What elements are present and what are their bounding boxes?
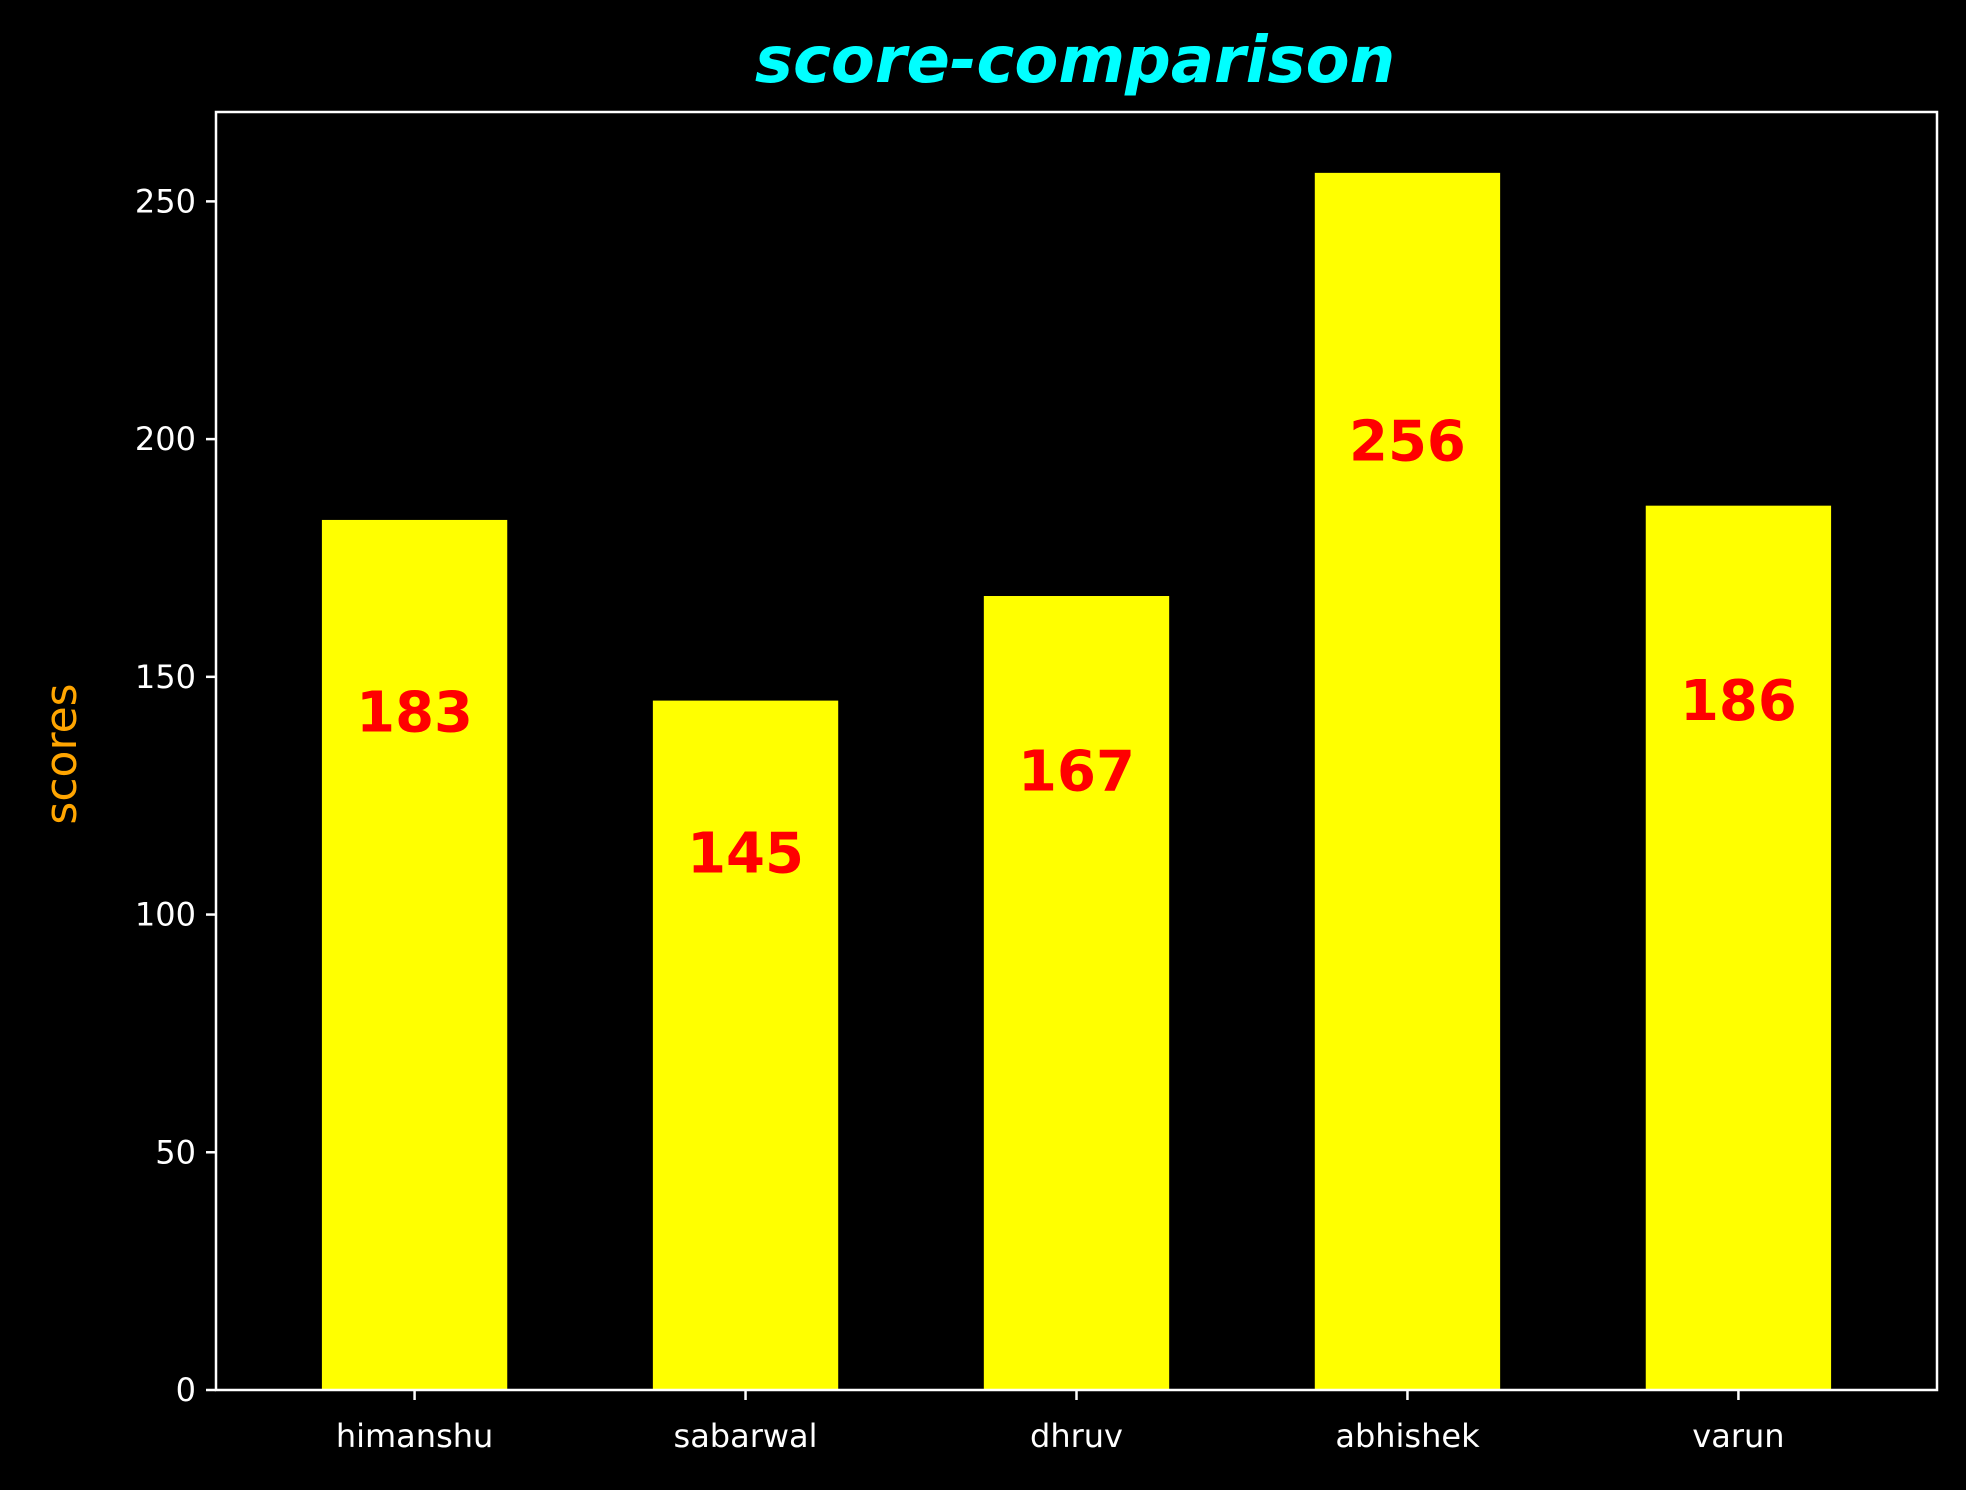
x-tick-label-varun: varun bbox=[1692, 1417, 1784, 1455]
bar-dhruv bbox=[983, 596, 1170, 1390]
y-tick-label: 0 bbox=[176, 1371, 196, 1409]
bar-value-label-sabarwal: 145 bbox=[687, 821, 804, 886]
y-axis: 0 50 100 150 200 250 bbox=[135, 182, 216, 1409]
bar-value-label-himanshu: 183 bbox=[356, 680, 473, 745]
x-tick-label-abhishek: abhishek bbox=[1335, 1417, 1480, 1455]
bar-himanshu bbox=[321, 519, 508, 1390]
x-tick-label-dhruv: dhruv bbox=[1030, 1417, 1123, 1455]
y-axis-title: scores bbox=[36, 683, 87, 824]
bar-value-label-dhruv: 167 bbox=[1018, 740, 1135, 805]
y-tick-label: 150 bbox=[135, 658, 196, 696]
bar-sabarwal bbox=[652, 700, 839, 1390]
bar-value-label-varun: 186 bbox=[1680, 669, 1797, 734]
y-tick-label: 200 bbox=[135, 420, 196, 458]
bar-data-labels: 183 145 167 256 186 bbox=[356, 410, 1797, 887]
y-tick-label: 250 bbox=[135, 182, 196, 220]
bar-varun bbox=[1645, 505, 1832, 1390]
x-axis: himanshu sabarwal dhruv abhishek varun bbox=[336, 1390, 1785, 1455]
y-tick-label: 50 bbox=[155, 1133, 196, 1171]
y-tick-label: 100 bbox=[135, 896, 196, 934]
bar-series bbox=[321, 172, 1832, 1390]
x-tick-label-himanshu: himanshu bbox=[336, 1417, 493, 1455]
bar-value-label-abhishek: 256 bbox=[1349, 410, 1466, 475]
plot-area-frame bbox=[214, 110, 1939, 1392]
chart-title: score-comparison bbox=[755, 24, 1395, 98]
bar-abhishek bbox=[1314, 172, 1501, 1390]
x-tick-label-sabarwal: sabarwal bbox=[674, 1417, 818, 1455]
